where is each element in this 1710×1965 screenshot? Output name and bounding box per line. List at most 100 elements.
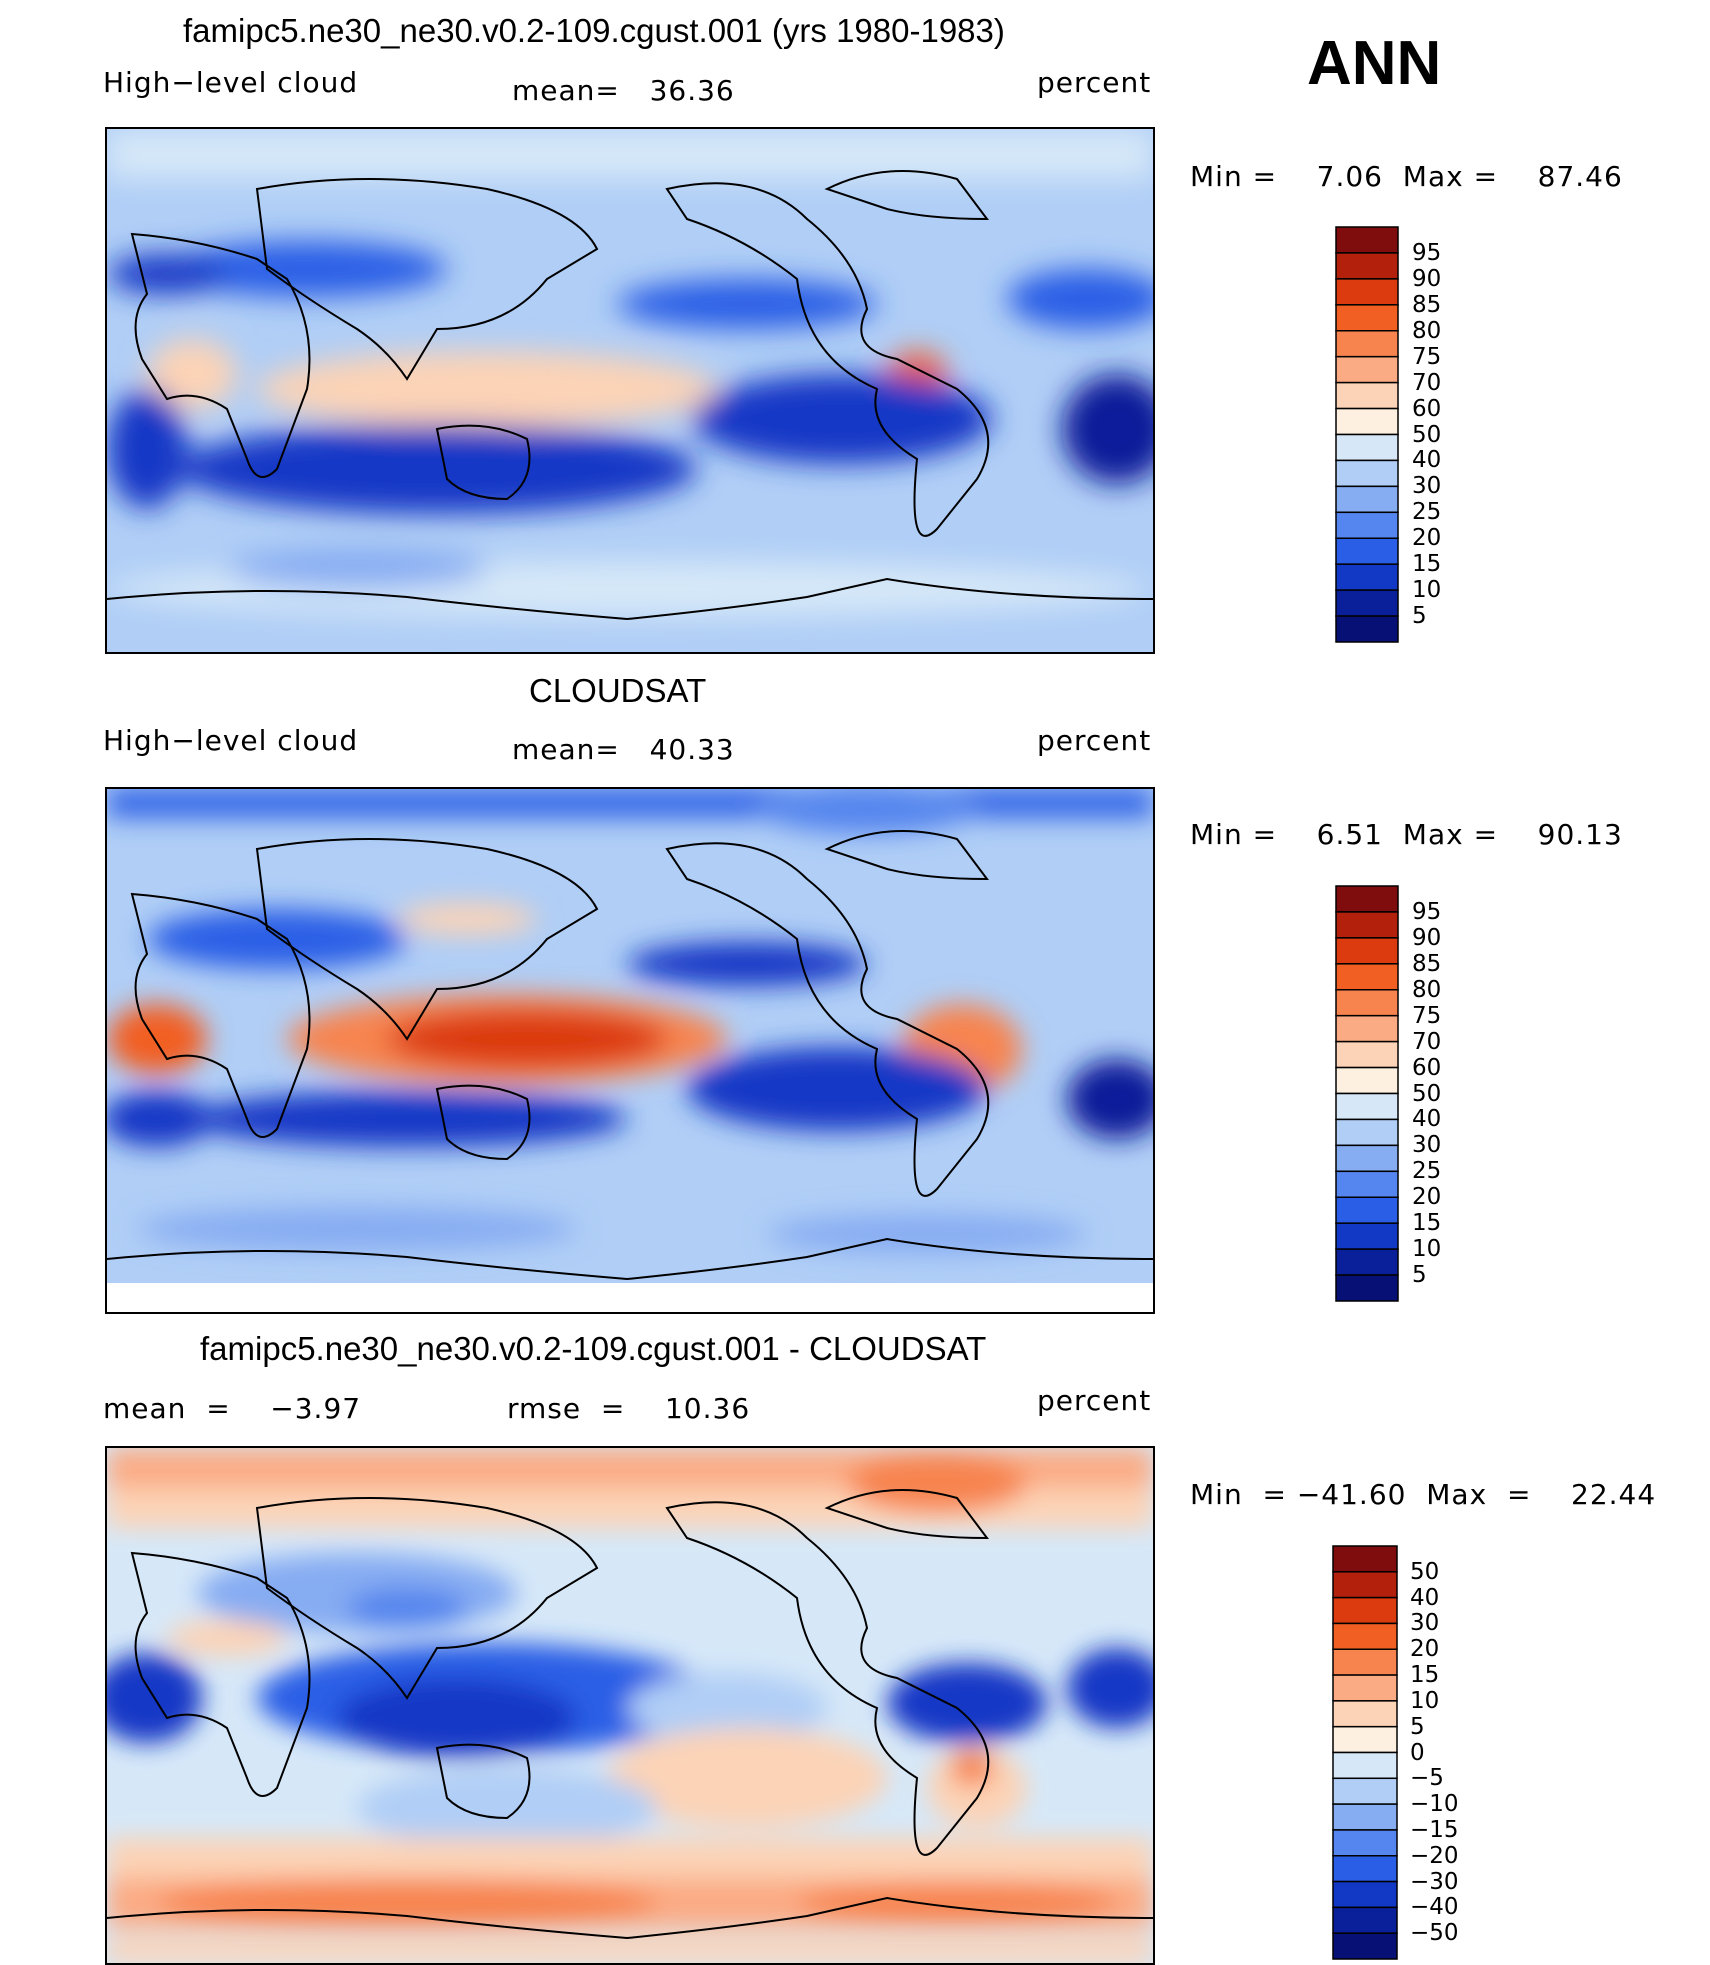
panel1-mean-label: mean= 36.36 xyxy=(512,74,735,107)
panel3-map xyxy=(105,1446,1155,1965)
colorbar-tick-label: 25 xyxy=(1412,499,1442,526)
panel3-minmax-label: Min = −41.60 Max = 22.44 xyxy=(1190,1478,1657,1511)
colorbar-tick-label: −30 xyxy=(1410,1868,1459,1895)
colorbar-tick-label: 85 xyxy=(1412,950,1442,977)
colorbar-tick-label: −10 xyxy=(1410,1791,1459,1818)
panel3-map-svg xyxy=(107,1448,1153,1963)
colorbar-swatch xyxy=(1332,1829,1398,1857)
colorbar-swatch xyxy=(1332,1571,1398,1599)
colorbar-swatch xyxy=(1332,1622,1398,1650)
colorbar-swatch xyxy=(1335,485,1399,514)
colorbar-tick-label: 80 xyxy=(1412,976,1442,1003)
colorbar-tick-label: 30 xyxy=(1412,1132,1442,1159)
colorbar-swatch xyxy=(1332,1596,1398,1625)
colorbar-swatch xyxy=(1335,278,1399,306)
panel3-mean-label: mean = −3.97 xyxy=(103,1392,362,1425)
colorbar-swatch xyxy=(1335,407,1399,436)
colorbar-swatch xyxy=(1335,1066,1399,1095)
colorbar-swatch xyxy=(1332,1545,1398,1573)
colorbar-tick-label: 20 xyxy=(1412,525,1442,552)
colorbar-swatch xyxy=(1335,433,1399,462)
colorbar-swatch xyxy=(1332,1932,1398,1960)
panel1-title: famipc5.ne30_ne30.v0.2-109.cgust.001 (yr… xyxy=(183,12,1005,49)
colorbar-swatch xyxy=(1332,1803,1398,1831)
colorbar-swatch xyxy=(1335,1144,1399,1173)
panel1-units-label: percent xyxy=(1037,66,1152,99)
colorbar-tick-label: −40 xyxy=(1410,1894,1459,1921)
colorbar-swatch xyxy=(1332,1751,1398,1780)
colorbar-swatch xyxy=(1335,537,1399,565)
colorbar-tick-label: 50 xyxy=(1412,421,1442,448)
colorbar-swatch xyxy=(1335,963,1399,991)
colorbar-tick-label: 5 xyxy=(1410,1713,1425,1740)
panel3-colorbar xyxy=(1332,1545,1398,1960)
colorbar-tick-label: 0 xyxy=(1410,1739,1425,1766)
panel3-title: famipc5.ne30_ne30.v0.2-109.cgust.001 - C… xyxy=(200,1330,987,1367)
colorbar-tick-label: 50 xyxy=(1412,1080,1442,1107)
colorbar-tick-label: 40 xyxy=(1412,447,1442,474)
panel1-colorbar xyxy=(1335,226,1399,643)
colorbar-tick-label: 5 xyxy=(1412,603,1427,630)
panel3-rmse-label: rmse = 10.36 xyxy=(507,1392,751,1425)
panel2-map xyxy=(105,787,1155,1314)
colorbar-swatch xyxy=(1332,1674,1398,1702)
colorbar-swatch xyxy=(1335,615,1399,643)
colorbar-swatch xyxy=(1335,911,1399,939)
colorbar-swatch xyxy=(1335,885,1399,913)
panel2-colorbar xyxy=(1335,885,1399,1302)
panel2-units-label: percent xyxy=(1037,724,1152,757)
colorbar-tick-label: 85 xyxy=(1412,291,1442,318)
colorbar-tick-label: −5 xyxy=(1410,1765,1444,1792)
colorbar-tick-label: 10 xyxy=(1412,1236,1442,1263)
panel3-units-label: percent xyxy=(1037,1384,1152,1417)
season-label: ANN xyxy=(1307,29,1442,98)
colorbar-tick-label: 60 xyxy=(1412,1054,1442,1081)
colorbar-tick-label: 10 xyxy=(1412,577,1442,604)
colorbar-swatch xyxy=(1335,1092,1399,1121)
panel1-map xyxy=(105,127,1155,654)
panel2-map-svg xyxy=(107,789,1153,1312)
colorbar-tick-label: 15 xyxy=(1412,1210,1442,1237)
colorbar-swatch xyxy=(1335,252,1399,280)
colorbar-tick-label: 70 xyxy=(1412,369,1442,396)
colorbar-tick-label: −50 xyxy=(1410,1920,1459,1947)
colorbar-tick-label: 70 xyxy=(1412,1028,1442,1055)
colorbar-tick-label: 15 xyxy=(1410,1662,1440,1689)
colorbar-tick-label: 20 xyxy=(1410,1636,1440,1663)
colorbar-swatch xyxy=(1332,1725,1398,1754)
colorbar-swatch xyxy=(1332,1777,1398,1805)
colorbar-tick-label: 20 xyxy=(1412,1184,1442,1211)
colorbar-swatch xyxy=(1335,459,1399,488)
colorbar-swatch xyxy=(1335,304,1399,332)
colorbar-swatch xyxy=(1335,381,1399,410)
colorbar-swatch xyxy=(1332,1880,1398,1909)
colorbar-tick-label: 15 xyxy=(1412,551,1442,578)
panel2-minmax-label: Min = 6.51 Max = 90.13 xyxy=(1190,818,1623,851)
colorbar-swatch xyxy=(1335,1274,1399,1302)
colorbar-swatch xyxy=(1335,1222,1399,1250)
colorbar-tick-label: 40 xyxy=(1410,1584,1440,1611)
colorbar-tick-label: 10 xyxy=(1410,1687,1440,1714)
colorbar-swatch xyxy=(1332,1648,1398,1676)
colorbar-tick-label: −20 xyxy=(1410,1842,1459,1869)
colorbar-tick-label: 30 xyxy=(1412,473,1442,500)
colorbar-tick-label: 80 xyxy=(1412,317,1442,344)
colorbar-swatch xyxy=(1335,989,1399,1017)
colorbar-swatch xyxy=(1335,226,1399,254)
colorbar-tick-label: 30 xyxy=(1410,1610,1440,1637)
colorbar-tick-label: 95 xyxy=(1412,898,1442,925)
colorbar-swatch xyxy=(1335,1196,1399,1224)
panel1-minmax-label: Min = 7.06 Max = 87.46 xyxy=(1190,160,1623,193)
colorbar-tick-label: 90 xyxy=(1412,265,1442,292)
colorbar-swatch xyxy=(1335,1248,1399,1276)
colorbar-swatch xyxy=(1335,589,1399,617)
colorbar-swatch xyxy=(1332,1700,1398,1728)
panel2-title: CLOUDSAT xyxy=(529,672,707,709)
colorbar-swatch xyxy=(1332,1855,1398,1883)
colorbar-tick-label: 25 xyxy=(1412,1158,1442,1185)
colorbar-tick-label: 40 xyxy=(1412,1106,1442,1133)
colorbar-tick-label: 90 xyxy=(1412,924,1442,951)
colorbar-swatch xyxy=(1335,511,1399,539)
colorbar-swatch xyxy=(1335,355,1399,384)
colorbar-swatch xyxy=(1335,330,1399,358)
